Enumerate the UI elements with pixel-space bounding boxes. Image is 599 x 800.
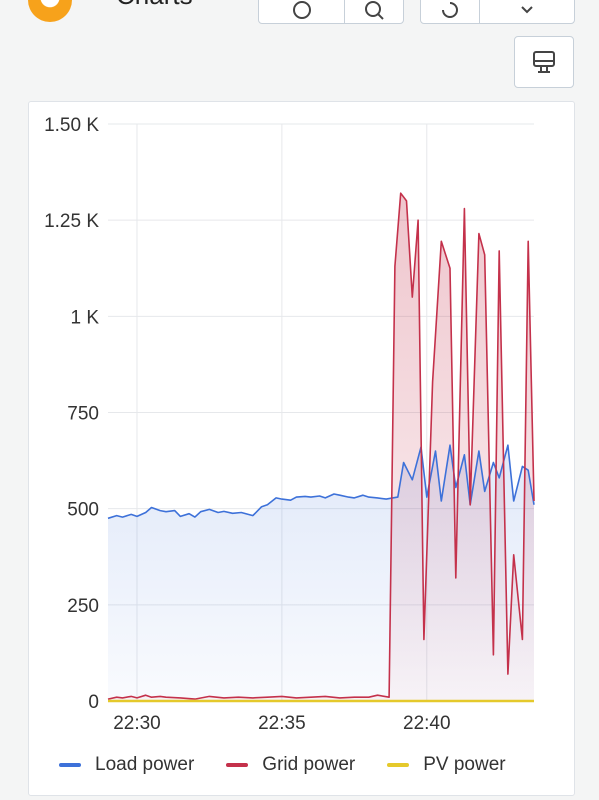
y-tick-label: 750 [67,404,99,425]
clock-icon [292,1,311,19]
zoom-out-button[interactable] [344,0,403,23]
chart-panel: 0 250 500 750 1 K 1.25 K 1.50 K 22:30 22:35 22:40 [28,101,575,796]
grafana-logo-icon[interactable] [28,0,72,22]
refresh-icon [442,2,458,18]
chart-legend: Load power Grid power PV power [28,752,573,778]
legend-item-grid-power[interactable]: Grid power [226,754,355,776]
legend-label: PV power [423,754,506,775]
refresh-interval-button[interactable] [479,0,574,23]
legend-item-load-power[interactable]: Load power [59,754,194,776]
y-tick-label: 250 [67,596,99,617]
x-tick-label: 22:40 [403,713,451,734]
legend-label: Load power [95,754,195,775]
x-tick-label: 22:30 [113,713,161,734]
series-line-grid-power[interactable] [107,192,535,700]
refresh-button[interactable] [421,0,479,23]
series-area-1 [108,193,534,701]
legend-swatch [387,763,410,767]
y-tick-label: 1 K [70,307,99,328]
chevron-down-icon [521,6,533,14]
y-tick-label: 500 [67,500,99,521]
y-tick-label: 1.25 K [44,211,99,232]
y-tick-label: 1.50 K [44,115,99,136]
page-title: Charts [116,0,193,11]
time-controls [258,0,404,24]
time-picker-button[interactable] [259,0,344,23]
x-tick-label: 22:35 [258,713,306,734]
legend-swatch [226,763,249,767]
time-series-chart[interactable]: 0 250 500 750 1 K 1.25 K 1.50 K 22:30 22:35 22:40 [29,102,574,795]
refresh-controls [420,0,575,24]
y-tick-label: 0 [88,692,99,713]
tv-mode-button[interactable] [514,36,574,88]
legend-swatch [59,763,81,767]
zoom-out-icon [365,1,384,20]
series-line-load-power[interactable] [107,444,535,520]
top-toolbar: Charts [0,0,599,100]
monitor-icon [533,51,555,73]
legend-label: Grid power [262,754,356,775]
legend-item-pv-power[interactable]: PV power [387,754,506,776]
